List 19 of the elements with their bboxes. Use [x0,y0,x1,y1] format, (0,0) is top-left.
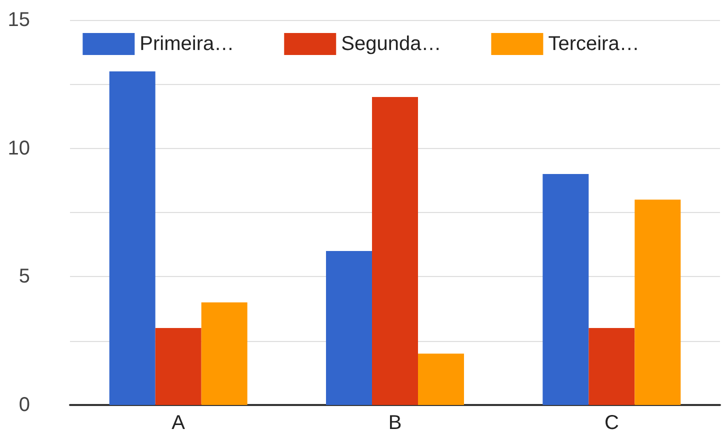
x-tick-label: A [172,412,186,434]
bar [634,200,681,405]
y-tick-label: 15 [8,9,30,31]
x-tick-label: B [388,412,402,434]
bar [542,174,589,405]
bar [201,302,248,405]
y-tick-label: 0 [18,394,30,416]
bar [418,354,464,405]
bar [372,97,418,405]
bar [588,328,635,405]
legend-label: Primeira… [140,33,234,55]
y-tick-label: 5 [18,266,30,288]
legend-label: Terceira… [548,33,640,55]
bar [109,71,156,405]
x-tick-label: C [604,412,619,434]
legend-label: Segunda… [341,33,442,55]
y-tick-label: 10 [8,137,30,160]
bar [155,328,202,405]
bar [326,251,372,405]
